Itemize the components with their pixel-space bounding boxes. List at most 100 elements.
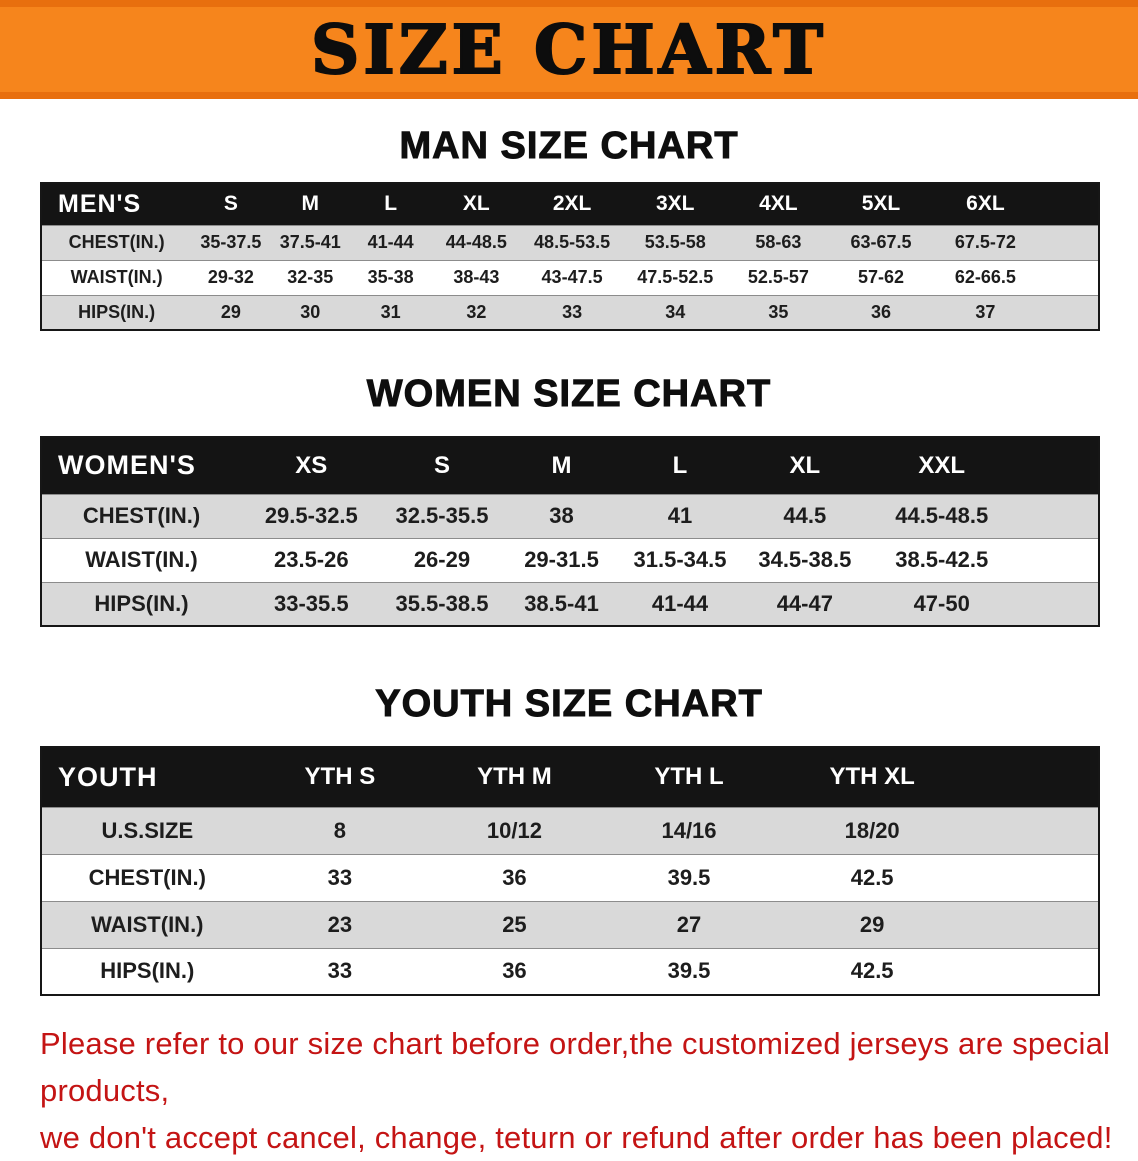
size-column-header: XXL [870,437,1099,494]
size-column-header: L [620,437,740,494]
measurement-value: 23.5-26 [240,537,382,582]
size-chart-section-mens: MAN SIZE CHART MEN'S S M L XL 2XL 3XL 4XL 5XL 6XL C… [0,125,1138,331]
disclaimer-line-1: Please refer to our size chart before or… [40,1026,1111,1109]
size-column-header: XL [739,437,871,494]
measurement-value: 36 [427,853,602,901]
measurement-value: 34 [622,294,728,330]
measurement-value: 35 [727,294,830,330]
measurement-value: 32-35 [270,259,350,295]
size-table: WOMEN'S XS S M L XL XXL CHEST(IN.) 29.5-32.5 32.5… [40,436,1100,627]
size-column-header: 3XL [622,183,728,225]
measurement-value: 32.5-35.5 [381,493,503,538]
measurement-value: 37 [932,294,1099,330]
table-row: U.S.SIZE 8 10/12 14/16 18/20 [41,806,1099,854]
measurement-label: HIPS(IN.) [41,294,192,330]
size-chart-title: SIZE CHART [310,10,827,89]
table-row: CHEST(IN.) 33 36 39.5 42.5 [41,853,1099,901]
measurement-value: 53.5-58 [622,224,728,260]
measurement-value: 18/20 [776,806,1099,854]
measurement-value: 36 [427,947,602,995]
size-column-header: YTH S [252,747,428,807]
size-column-header: M [502,437,621,494]
measurement-value: 29 [191,294,271,330]
measurement-value: 31 [349,294,432,330]
measurement-value: 41 [620,493,740,538]
measurement-value: 42.5 [776,947,1099,995]
measurement-label: WAIST(IN.) [41,900,253,948]
measurement-value: 37.5-41 [270,224,350,260]
size-chart-section-womens: WOMEN SIZE CHART WOMEN'S XS S M L XL XXL CHEST(I… [0,373,1138,627]
measurement-value: 35-38 [349,259,432,295]
measurement-value: 38.5-42.5 [870,537,1099,582]
measurement-value: 29-31.5 [502,537,621,582]
measurement-label: U.S.SIZE [41,806,253,854]
measurement-value: 34.5-38.5 [739,537,871,582]
disclaimer-line-2: we don't accept cancel, change, teturn o… [40,1120,1113,1156]
table-group-label: YOUTH [41,747,253,807]
size-column-header: 5XL [829,183,933,225]
table-header-row: WOMEN'S XS S M L XL XXL [41,437,1099,494]
table-row: HIPS(IN.) 33-35.5 35.5-38.5 38.5-41 41-44 44-… [41,581,1099,626]
measurement-value: 36 [829,294,933,330]
size-column-header: L [349,183,432,225]
measurement-value: 39.5 [601,947,777,995]
measurement-label: WAIST(IN.) [41,537,241,582]
measurement-value: 58-63 [727,224,830,260]
measurement-value: 29-32 [191,259,271,295]
size-column-header: YTH M [427,747,602,807]
measurement-value: 39.5 [601,853,777,901]
measurement-value: 44-47 [739,581,871,626]
table-row: HIPS(IN.) 29 30 31 32 33 34 35 36 37 [41,294,1099,330]
measurement-value: 14/16 [601,806,777,854]
measurement-value: 44-48.5 [431,224,522,260]
measurement-value: 47-50 [870,581,1099,626]
size-chart-banner: SIZE CHART [0,0,1138,99]
measurement-label: HIPS(IN.) [41,581,241,626]
size-column-header: 4XL [727,183,830,225]
size-chart-section-youth: YOUTH SIZE CHART YOUTH YTH S YTH M YTH L YTH … [0,683,1138,996]
measurement-value: 23 [252,900,428,948]
table-row: CHEST(IN.) 29.5-32.5 32.5-35.5 38 41 44.5 44.5… [41,493,1099,538]
measurement-value: 44.5 [739,493,871,538]
table-row: WAIST(IN.) 23.5-26 26-29 29-31.5 31.5-34.5 34… [41,537,1099,582]
measurement-value: 29 [776,900,1099,948]
measurement-value: 52.5-57 [727,259,830,295]
table-row: HIPS(IN.) 33 36 39.5 42.5 [41,947,1099,995]
measurement-value: 48.5-53.5 [521,224,623,260]
measurement-value: 44.5-48.5 [870,493,1099,538]
measurement-value: 32 [431,294,522,330]
table-row: CHEST(IN.) 35-37.5 37.5-41 41-44 44-48.5 48.5… [41,224,1099,260]
measurement-value: 57-62 [829,259,933,295]
measurement-value: 25 [427,900,602,948]
measurement-value: 41-44 [620,581,740,626]
size-column-header: 6XL [932,183,1099,225]
measurement-value: 27 [601,900,777,948]
table-row: WAIST(IN.) 23 25 27 29 [41,900,1099,948]
size-column-header: S [191,183,271,225]
measurement-value: 38-43 [431,259,522,295]
measurement-label: WAIST(IN.) [41,259,192,295]
measurement-value: 30 [270,294,350,330]
size-column-header: M [270,183,350,225]
size-table: MEN'S S M L XL 2XL 3XL 4XL 5XL 6XL CHEST(IN.) 35-37… [40,182,1100,331]
measurement-value: 33-35.5 [240,581,382,626]
measurement-value: 41-44 [349,224,432,260]
size-column-header: XS [240,437,382,494]
measurement-value: 31.5-34.5 [620,537,740,582]
measurement-value: 43-47.5 [521,259,623,295]
measurement-value: 29.5-32.5 [240,493,382,538]
measurement-value: 33 [252,853,428,901]
measurement-value: 38.5-41 [502,581,621,626]
measurement-value: 35-37.5 [191,224,271,260]
measurement-value: 63-67.5 [829,224,933,260]
disclaimer: Please refer to our size chart before or… [40,1020,1118,1161]
measurement-value: 67.5-72 [932,224,1099,260]
measurement-value: 35.5-38.5 [381,581,503,626]
table-group-label: MEN'S [41,183,192,225]
measurement-value: 47.5-52.5 [622,259,728,295]
measurement-value: 26-29 [381,537,503,582]
size-table: YOUTH YTH S YTH M YTH L YTH XL U.S.SIZE 8 10/12… [40,746,1100,996]
table-group-label: WOMEN'S [41,437,241,494]
size-column-header: YTH XL [776,747,1099,807]
measurement-value: 8 [252,806,428,854]
